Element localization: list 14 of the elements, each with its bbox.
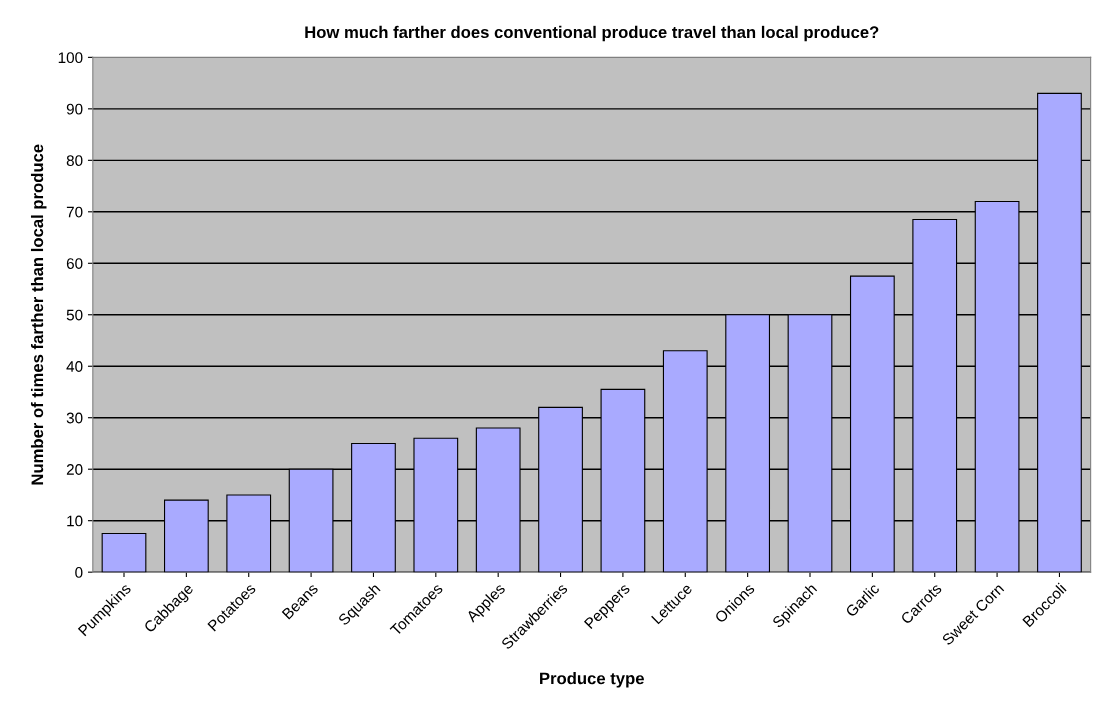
y-tick-label: 0 <box>75 567 83 578</box>
chart-title: How much farther does conventional produce travel than local produce? <box>305 25 879 42</box>
y-tick-label: 80 <box>66 155 83 167</box>
y-tick-label: 20 <box>66 464 83 475</box>
y-tick-label: 70 <box>66 206 83 218</box>
y-tick-label: 40 <box>66 361 83 372</box>
y-tick-label: 10 <box>67 515 83 527</box>
y-tick-label: 90 <box>66 103 83 115</box>
y-tick-label: 30 <box>66 412 83 424</box>
y-axis-title: Number of times farther than local produce <box>30 144 47 485</box>
y-tick-label: 50 <box>66 309 83 321</box>
y-tick-label: 100 <box>58 52 83 64</box>
x-axis-title: Produce type <box>540 672 644 688</box>
y-tick-label: 60 <box>66 258 83 269</box>
